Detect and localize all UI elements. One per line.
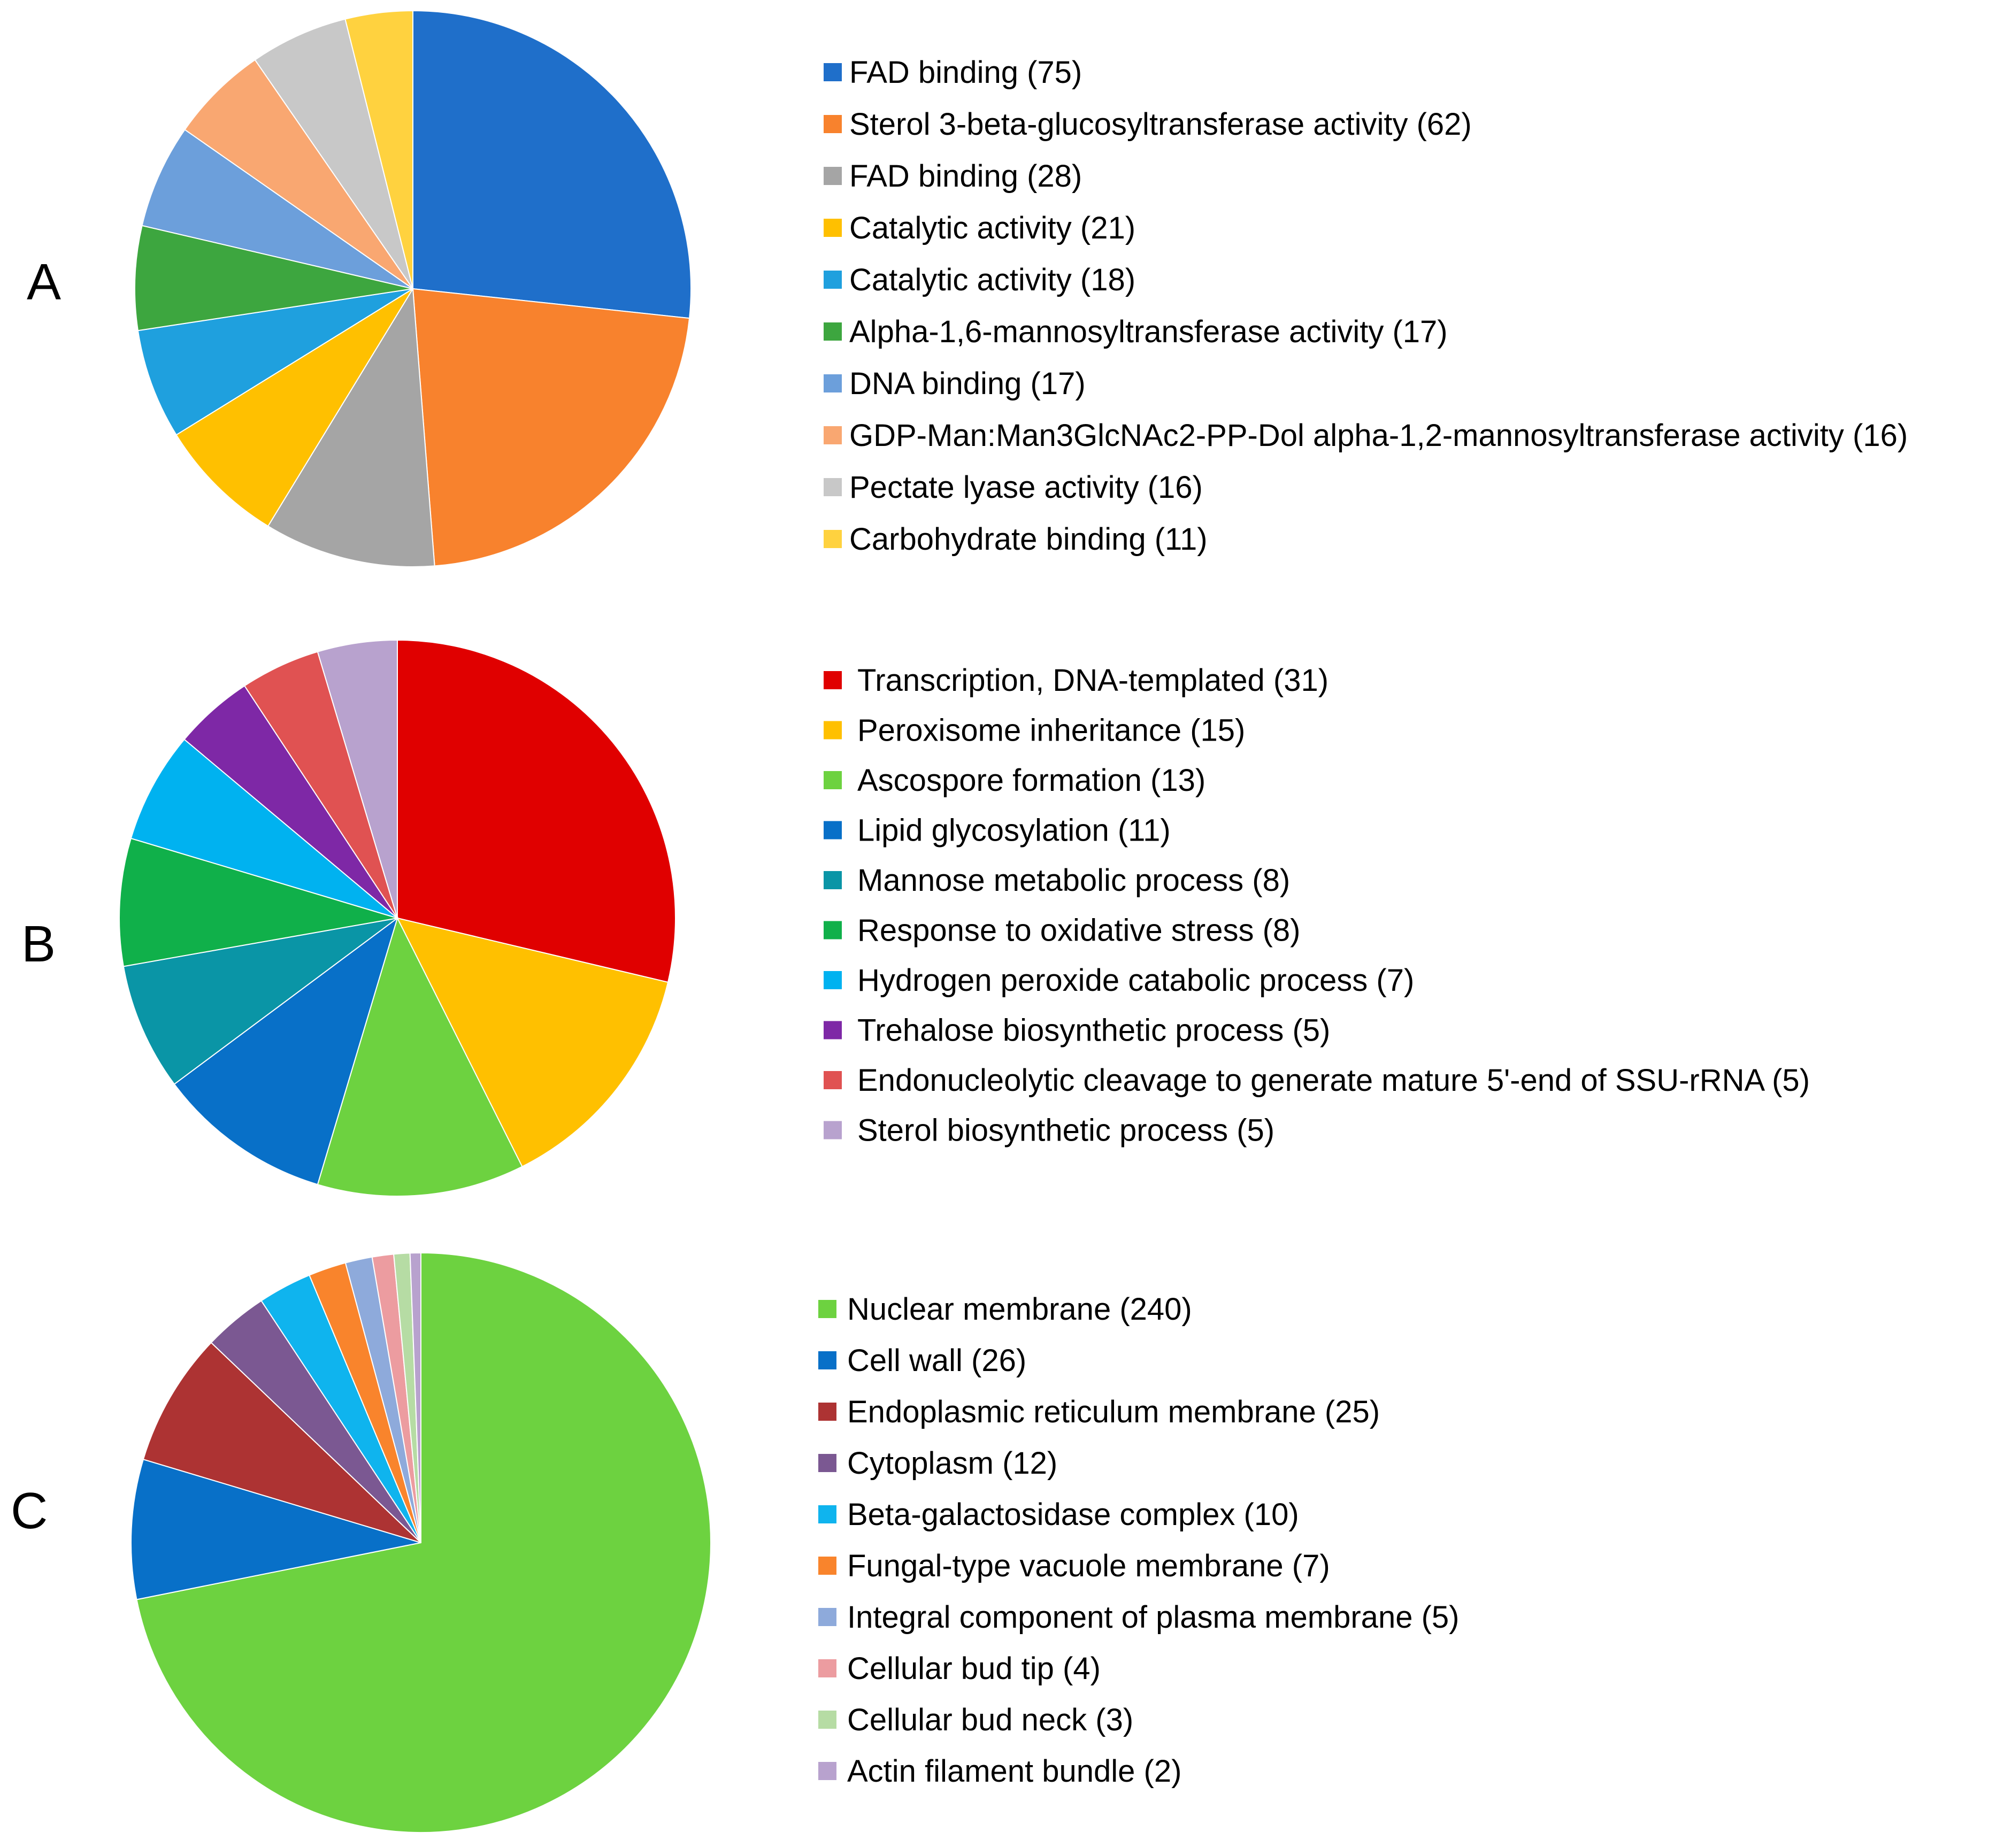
legend-c-label-5: Beta-galactosidase complex (10) xyxy=(847,1497,1299,1532)
pie-b-slice-2 xyxy=(396,917,669,1168)
legend-b-swatch-8 xyxy=(824,1021,842,1040)
legend-c-swatch-9 xyxy=(818,1711,836,1729)
pie-b-slice-10 xyxy=(317,639,398,919)
pie-a-slice-8 xyxy=(184,59,413,289)
legend-b-swatch-2 xyxy=(824,721,842,740)
legend-a-swatch-5 xyxy=(824,271,842,289)
pie-b-slices xyxy=(119,639,676,1197)
legend-a-swatch-7 xyxy=(824,374,842,392)
legend-c-label-6: Fungal-type vacuole membrane (7) xyxy=(847,1549,1330,1583)
legend-b-swatch-5 xyxy=(824,871,842,889)
chart-panel-a: A FAD binding (75) Sterol 3-beta-glucosyl… xyxy=(27,10,1908,567)
legend-a-label-6: Alpha-1,6-mannosyltransferase activity (… xyxy=(849,314,1448,349)
legend-c-swatch-6 xyxy=(818,1557,836,1575)
pie-b-slice-7 xyxy=(130,738,398,919)
legend-c-swatch-4 xyxy=(818,1454,836,1472)
pie-a-slice-10 xyxy=(344,10,413,289)
legend-b-swatch-10 xyxy=(824,1121,842,1139)
legend-b-label-8: Trehalose biosynthetic process (5) xyxy=(857,1013,1330,1048)
legend-b-swatch-3 xyxy=(824,771,842,789)
legend-a-label-3: FAD binding (28) xyxy=(849,159,1082,194)
legend-b-swatch-1 xyxy=(824,671,842,689)
legend-a-swatch-10 xyxy=(824,530,842,548)
legend-c-label-1: Nuclear membrane (240) xyxy=(847,1292,1192,1327)
pie-a-slice-6 xyxy=(134,225,413,332)
legend-a: FAD binding (75) Sterol 3-beta-glucosyltr… xyxy=(824,55,1908,557)
legend-b-label-4: Lipid glycosylation (11) xyxy=(857,813,1171,848)
legend-c-swatch-5 xyxy=(818,1505,836,1523)
legend-c-swatch-8 xyxy=(818,1659,836,1677)
legend-c-label-8: Cellular bud tip (4) xyxy=(847,1651,1101,1686)
legend-b-swatch-9 xyxy=(824,1071,842,1089)
legend-a-label-9: Pectate lyase activity (16) xyxy=(849,470,1203,505)
legend-a-label-7: DNA binding (17) xyxy=(849,366,1086,401)
legend-c-label-10: Actin filament bundle (2) xyxy=(847,1754,1181,1789)
pie-b-slice-3 xyxy=(317,917,523,1197)
legend-a-label-1: FAD binding (75) xyxy=(849,55,1082,90)
legend-a-swatch-3 xyxy=(824,167,842,185)
pie-c-slice-3 xyxy=(142,1342,421,1543)
legend-a-label-4: Catalytic activity (21) xyxy=(849,211,1135,245)
pie-a-slice-3 xyxy=(267,287,435,567)
pie-a-slice-2 xyxy=(412,288,690,567)
pie-a-slice-9 xyxy=(254,18,413,289)
legend-a-label-10: Carbohydrate binding (11) xyxy=(849,522,1208,557)
legend-c: Nuclear membrane (240) Cell wall (26) Endo… xyxy=(818,1292,1459,1789)
chart-panel-c: C Nuclear membrane (240) Cell wall (26) En… xyxy=(11,1252,1459,1833)
legend-c-swatch-1 xyxy=(818,1300,836,1318)
legend-c-swatch-3 xyxy=(818,1403,836,1421)
legend-a-label-8: GDP-Man:Man3GlcNAc2-PP-Dol alpha-1,2-man… xyxy=(849,418,1908,453)
legend-b-swatch-6 xyxy=(824,921,842,940)
pie-a-slice-1 xyxy=(412,10,692,319)
pie-b-slice-1 xyxy=(397,639,676,983)
legend-a-label-5: Catalytic activity (18) xyxy=(849,263,1135,297)
chart-panel-b: B Transcription, DNA-templated (31) Perox… xyxy=(21,639,1810,1197)
legend-b-label-10: Sterol biosynthetic process (5) xyxy=(857,1113,1274,1148)
legend-a-swatch-2 xyxy=(824,115,842,133)
legend-c-label-2: Cell wall (26) xyxy=(847,1343,1026,1378)
legend-c-label-4: Cytoplasm (12) xyxy=(847,1446,1057,1481)
pie-b-slice-4 xyxy=(173,917,398,1185)
pie-a-slices xyxy=(134,10,692,567)
legend-c-swatch-7 xyxy=(818,1608,836,1626)
legend-c-swatch-2 xyxy=(818,1351,836,1369)
pie-a-slice-7 xyxy=(141,129,413,289)
legend-b-label-3: Ascospore formation (13) xyxy=(857,763,1205,798)
panel-label-c: C xyxy=(11,1482,48,1539)
legend-b-label-5: Mannose metabolic process (8) xyxy=(857,863,1290,898)
legend-a-swatch-8 xyxy=(824,426,842,444)
legend-b-swatch-4 xyxy=(824,821,842,840)
panel-label-a: A xyxy=(27,253,61,311)
pie-c-slice-2 xyxy=(130,1458,421,1600)
legend-b-label-6: Response to oxidative stress (8) xyxy=(857,913,1300,948)
pie-b-slice-6 xyxy=(119,837,398,967)
legend-b-label-7: Hydrogen peroxide catabolic process (7) xyxy=(857,963,1414,998)
legend-b-label-9: Endonucleolytic cleavage to generate mat… xyxy=(857,1063,1810,1098)
pie-c-slice-1 xyxy=(136,1252,711,1833)
panel-label-b: B xyxy=(21,915,56,973)
legend-b-label-1: Transcription, DNA-templated (31) xyxy=(857,663,1328,698)
legend-a-swatch-9 xyxy=(824,478,842,496)
legend-b: Transcription, DNA-templated (31) Peroxis… xyxy=(824,663,1810,1148)
legend-c-label-9: Cellular bud neck (3) xyxy=(847,1703,1133,1737)
pie-c-slices xyxy=(130,1252,711,1833)
pie-a-slice-4 xyxy=(175,288,413,527)
legend-a-swatch-1 xyxy=(824,63,842,81)
legend-a-swatch-6 xyxy=(824,322,842,341)
legend-a-label-2: Sterol 3-beta-glucosyltransferase activi… xyxy=(849,107,1472,142)
legend-b-label-2: Peroxisome inheritance (15) xyxy=(857,713,1245,748)
pie-c-slice-10 xyxy=(409,1252,421,1543)
legend-c-swatch-10 xyxy=(818,1762,836,1780)
legend-c-label-7: Integral component of plasma membrane (5… xyxy=(847,1600,1459,1635)
legend-a-swatch-4 xyxy=(824,219,842,237)
legend-c-label-3: Endoplasmic reticulum membrane (25) xyxy=(847,1395,1380,1429)
pie-b-slice-5 xyxy=(122,918,398,1085)
pie-a-slice-5 xyxy=(137,288,413,436)
legend-b-swatch-7 xyxy=(824,971,842,989)
